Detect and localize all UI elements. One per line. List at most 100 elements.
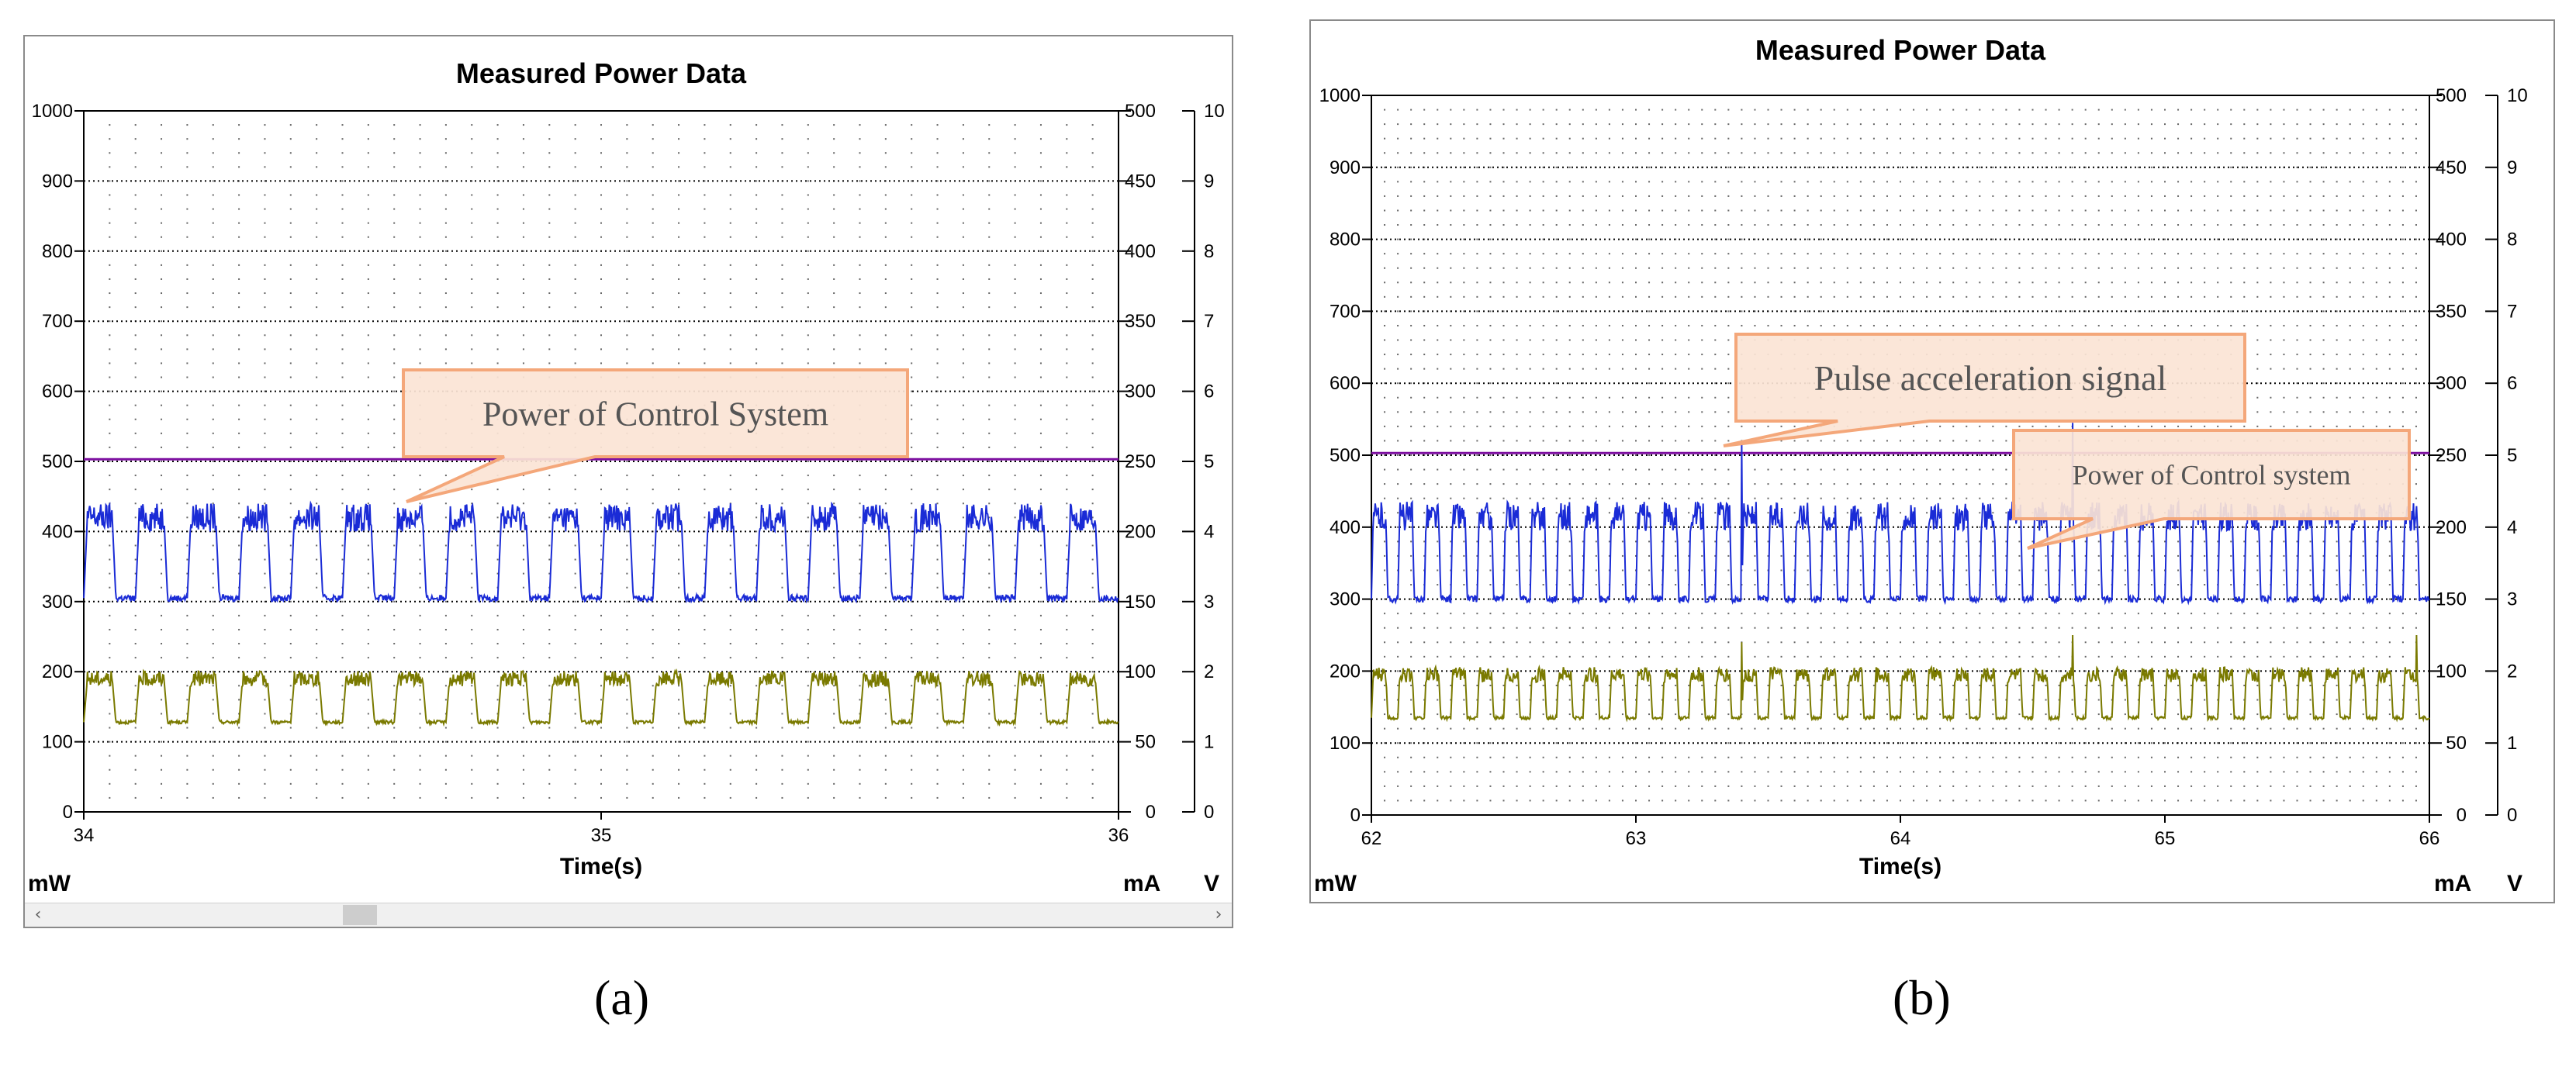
y-mid-tick-label: 150	[1125, 592, 1156, 613]
y-right-unit: V	[2507, 871, 2522, 896]
scroll-right-icon[interactable]: ›	[1215, 905, 1222, 924]
y-left-tick-label: 500	[1329, 445, 1361, 466]
y-mid-tick-label: 200	[1125, 521, 1156, 542]
y-left-tick-label: 900	[1329, 157, 1361, 178]
y-left-tick-label: 700	[1329, 301, 1361, 322]
y-left-tick-label: 200	[1329, 661, 1361, 682]
y-right-unit: V	[1204, 871, 1219, 896]
y-mid-tick-label: 500	[1125, 101, 1156, 122]
horizontal-scrollbar[interactable]: ‹ ›	[25, 903, 1232, 927]
y-left-tick-label: 900	[42, 171, 73, 192]
scroll-left-icon[interactable]: ‹	[34, 905, 42, 924]
y-right-tick-label: 0	[1204, 802, 1214, 823]
y-left-tick-label: 400	[1329, 517, 1361, 538]
y-right-tick-label: 10	[2507, 85, 2528, 106]
y-mid-tick-label: 300	[1125, 382, 1156, 402]
x-tick-label: 65	[2155, 828, 2176, 849]
y-right-tick-label: 8	[1204, 241, 1214, 262]
x-axis-title: Time(s)	[1859, 854, 1942, 879]
y-mid-tick-label: 0	[2457, 805, 2467, 826]
y-mid-tick-label: 400	[2436, 230, 2467, 250]
y-right-tick-label: 1	[2507, 733, 2517, 754]
y-mid-tick-label: 500	[2436, 85, 2467, 106]
y-right-tick-label: 8	[2507, 230, 2517, 250]
y-left-tick-label: 500	[42, 451, 73, 472]
callout-pulse: Pulse acceleration signal	[1723, 333, 2246, 447]
x-tick-label: 63	[1626, 828, 1647, 849]
chart-title: Measured Power Data	[1755, 34, 2046, 66]
y-mid-tick-label: 200	[2436, 517, 2467, 538]
series-line-1	[1371, 423, 2430, 606]
y-mid-tick-label: 350	[1125, 311, 1156, 332]
y-left-tick-label: 600	[1329, 373, 1361, 394]
chart-title: Measured Power Data	[456, 57, 747, 89]
y-mid-tick-label: 250	[2436, 445, 2467, 466]
x-tick-label: 36	[1108, 825, 1129, 846]
y-right-tick-label: 4	[1204, 521, 1214, 542]
y-mid-tick-label: 300	[2436, 373, 2467, 394]
callout-pulse-text: Pulse acceleration signal	[1814, 358, 2167, 398]
y-left-tick-label: 1000	[32, 101, 73, 122]
y-mid-tick-label: 350	[2436, 301, 2467, 322]
y-left-tick-label: 300	[42, 592, 73, 613]
y-right-tick-label: 6	[2507, 373, 2517, 394]
caption-a: (a)	[594, 969, 649, 1027]
chart-panel-b: Measured Power Data 0 0 0 100 50 1 200 100 2 300 15…	[1309, 19, 2555, 903]
x-tick-label: 34	[74, 825, 95, 846]
y-right-tick-label: 3	[1204, 592, 1214, 613]
callout-power: Power of Control System	[402, 368, 909, 503]
y-left-tick-label: 100	[1329, 733, 1361, 754]
chart-a-svg: Measured Power Data 0 0 0 100 50 1 200 100 2 300 15…	[28, 57, 1225, 896]
series-line-2	[83, 668, 1119, 727]
y-mid-tick-label: 150	[2436, 589, 2467, 610]
y-right-tick-label: 2	[1204, 661, 1214, 682]
y-left-tick-label: 800	[42, 241, 73, 262]
caption-b: (b)	[1893, 969, 1951, 1027]
y-left-tick-label: 600	[42, 382, 73, 402]
chart-b-svg: Measured Power Data 0 0 0 100 50 1 200 100 2 300 15…	[1314, 34, 2528, 896]
y-left-tick-label: 200	[42, 661, 73, 682]
y-mid-unit: mA	[2434, 871, 2471, 896]
scroll-thumb[interactable]	[343, 905, 377, 925]
series-line-2	[1371, 634, 2430, 723]
y-mid-tick-label: 450	[1125, 171, 1156, 192]
y-left-tick-label: 0	[63, 802, 73, 823]
y-right-tick-label: 10	[1204, 101, 1225, 122]
y-left-tick-label: 700	[42, 311, 73, 332]
y-right-tick-label: 9	[1204, 171, 1214, 192]
y-left-tick-label: 800	[1329, 230, 1361, 250]
y-right-tick-label: 3	[2507, 589, 2517, 610]
series-line-1	[83, 500, 1119, 604]
y-mid-tick-label: 100	[1125, 661, 1156, 682]
y-mid-unit: mA	[1123, 871, 1160, 896]
y-right-tick-label: 5	[2507, 445, 2517, 466]
y-left-tick-label: 300	[1329, 589, 1361, 610]
x-tick-label: 64	[1890, 828, 1911, 849]
y-left-unit: mW	[28, 871, 71, 896]
y-right-tick-label: 9	[2507, 157, 2517, 178]
callout-power: Power of Control system	[2012, 429, 2411, 550]
y-right-tick-label: 5	[1204, 451, 1214, 472]
x-tick-label: 35	[591, 825, 612, 846]
y-right-tick-label: 1	[1204, 732, 1214, 753]
x-tick-label: 62	[1361, 828, 1382, 849]
y-right-tick-label: 7	[1204, 311, 1214, 332]
chart-panel-a: Measured Power Data 0 0 0 100 50 1 200 100 2 300 15…	[23, 35, 1233, 928]
y-right-tick-label: 7	[2507, 301, 2517, 322]
y-left-tick-label: 1000	[1319, 85, 1361, 106]
y-mid-tick-label: 50	[1135, 732, 1156, 753]
y-left-tick-label: 100	[42, 732, 73, 753]
y-left-tick-label: 0	[1350, 805, 1361, 826]
y-right-tick-label: 2	[2507, 661, 2517, 682]
y-left-tick-label: 400	[42, 521, 73, 542]
y-mid-tick-label: 400	[1125, 241, 1156, 262]
caption-a-text: (a)	[594, 970, 650, 1025]
y-mid-tick-label: 100	[2436, 661, 2467, 682]
y-right-tick-label: 4	[2507, 517, 2517, 538]
y-right-tick-label: 6	[1204, 382, 1214, 402]
caption-b-text: (b)	[1893, 970, 1951, 1025]
y-mid-tick-label: 50	[2446, 733, 2467, 754]
y-right-tick-label: 0	[2507, 805, 2517, 826]
callout-power-text: Power of Control system	[2073, 460, 2351, 491]
y-mid-tick-label: 0	[1146, 802, 1156, 823]
